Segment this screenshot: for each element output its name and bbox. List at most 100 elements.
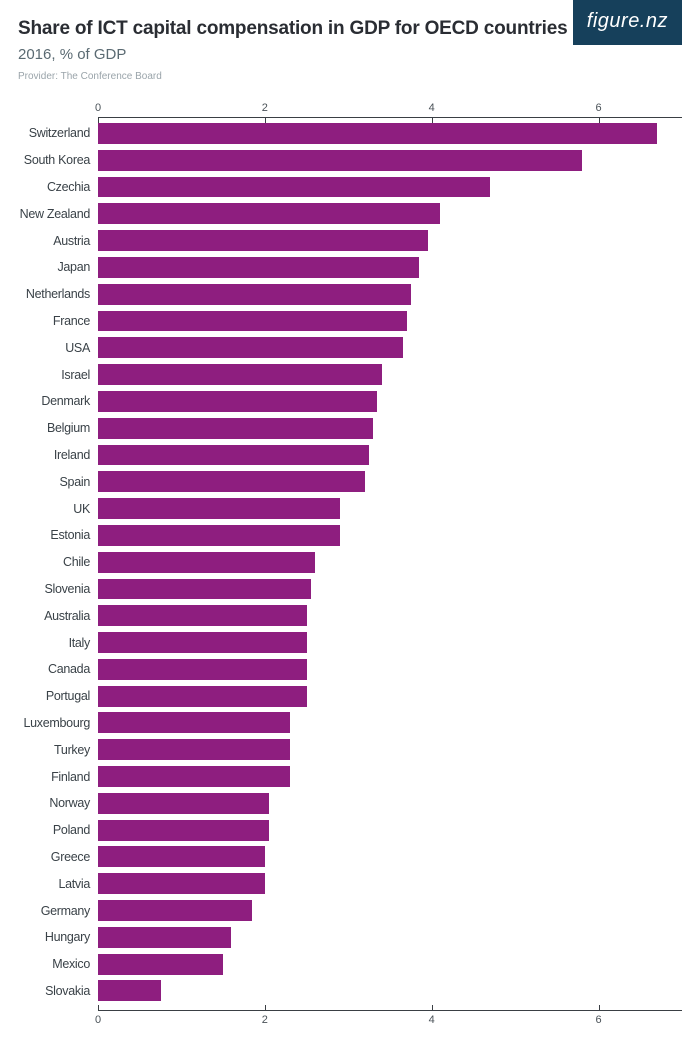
y-category-label: Mexico (52, 957, 98, 971)
bar-row: Italy (98, 629, 682, 656)
bar (98, 712, 290, 733)
bar (98, 391, 377, 412)
logo-text: figure.nz (587, 10, 668, 32)
chart-subtitle: 2016, % of GDP (18, 46, 682, 63)
y-category-label: Denmark (41, 394, 98, 408)
bar-row: Mexico (98, 951, 682, 978)
x-tick-mark (432, 1005, 433, 1010)
bar-row: UK (98, 495, 682, 522)
bar (98, 525, 340, 546)
chart-provider: Provider: The Conference Board (18, 71, 682, 82)
bar (98, 257, 419, 278)
y-category-label: Greece (51, 850, 98, 864)
y-category-label: Canada (48, 662, 98, 676)
y-category-label: Estonia (50, 528, 98, 542)
bar-row: Turkey (98, 736, 682, 763)
y-category-label: USA (65, 341, 98, 355)
bar (98, 846, 265, 867)
axis-line-bottom (98, 1010, 682, 1011)
bar (98, 900, 252, 921)
bar-row: Estonia (98, 522, 682, 549)
x-tick-mark (599, 1005, 600, 1010)
bar-row: Slovakia (98, 978, 682, 1005)
bar (98, 284, 411, 305)
y-category-label: Latvia (58, 877, 98, 891)
bar (98, 203, 440, 224)
y-category-label: Norway (49, 796, 98, 810)
bar-row: Ireland (98, 442, 682, 469)
x-tick-label: 4 (429, 1014, 435, 1026)
y-category-label: Chile (63, 555, 98, 569)
bar-row: Denmark (98, 388, 682, 415)
bar-row: Canada (98, 656, 682, 683)
bar (98, 552, 315, 573)
bar-row: Slovenia (98, 576, 682, 603)
bar (98, 632, 307, 653)
y-category-label: Slovenia (44, 582, 98, 596)
bar (98, 579, 311, 600)
x-tick-label: 2 (262, 1014, 268, 1026)
bar-row: Finland (98, 763, 682, 790)
y-category-label: Austria (53, 234, 98, 248)
y-category-label: South Korea (24, 153, 98, 167)
bar-row: South Korea (98, 147, 682, 174)
y-category-label: Hungary (45, 930, 98, 944)
bar-row: Portugal (98, 683, 682, 710)
y-category-label: Czechia (47, 180, 98, 194)
axis-line-top (98, 117, 682, 118)
bar-row: New Zealand (98, 200, 682, 227)
y-category-label: Netherlands (26, 287, 98, 301)
bar-row: Chile (98, 549, 682, 576)
x-axis-bottom: 0 2 4 6 (98, 1010, 682, 1028)
bar (98, 230, 428, 251)
bar-row: Netherlands (98, 281, 682, 308)
x-tick-label: 6 (596, 102, 602, 114)
y-category-label: Japan (57, 260, 98, 274)
bar-row: Spain (98, 468, 682, 495)
bar (98, 659, 307, 680)
bar-row: Austria (98, 227, 682, 254)
bar-row: Germany (98, 897, 682, 924)
y-category-label: Spain (60, 475, 98, 489)
y-category-label: Belgium (47, 421, 98, 435)
x-tick-label: 2 (262, 102, 268, 114)
x-tick-label: 6 (596, 1014, 602, 1026)
y-category-label: Turkey (54, 743, 98, 757)
bar-row: Latvia (98, 870, 682, 897)
bar (98, 123, 657, 144)
bar (98, 150, 582, 171)
y-category-label: Australia (44, 609, 98, 623)
plot-area: SwitzerlandSouth KoreaCzechiaNew Zealand… (98, 120, 682, 1004)
x-axis-top: 0 2 4 6 (98, 100, 682, 118)
y-category-label: Ireland (54, 448, 98, 462)
bar (98, 954, 223, 975)
bar-row: Australia (98, 602, 682, 629)
bar (98, 605, 307, 626)
y-category-label: Switzerland (29, 126, 98, 140)
y-category-label: Italy (69, 636, 98, 650)
y-category-label: New Zealand (20, 207, 98, 221)
bar-row: Norway (98, 790, 682, 817)
bar (98, 177, 490, 198)
bar-row: Hungary (98, 924, 682, 951)
y-category-label: Slovakia (45, 984, 98, 998)
x-tick-label: 4 (429, 102, 435, 114)
bar (98, 311, 407, 332)
bar (98, 739, 290, 760)
bar-row: Luxembourg (98, 710, 682, 737)
bar (98, 686, 307, 707)
bar-row: Belgium (98, 415, 682, 442)
y-category-label: UK (73, 502, 98, 516)
bar (98, 337, 403, 358)
bar (98, 980, 161, 1001)
bar-row: Japan (98, 254, 682, 281)
y-category-label: Luxembourg (24, 716, 99, 730)
x-tick-label: 0 (95, 102, 101, 114)
x-tick-mark (98, 1005, 99, 1010)
x-tick-label: 0 (95, 1014, 101, 1026)
bar-row: France (98, 308, 682, 335)
bar (98, 873, 265, 894)
y-category-label: Israel (61, 368, 98, 382)
bar (98, 445, 369, 466)
bar-row: Switzerland (98, 120, 682, 147)
